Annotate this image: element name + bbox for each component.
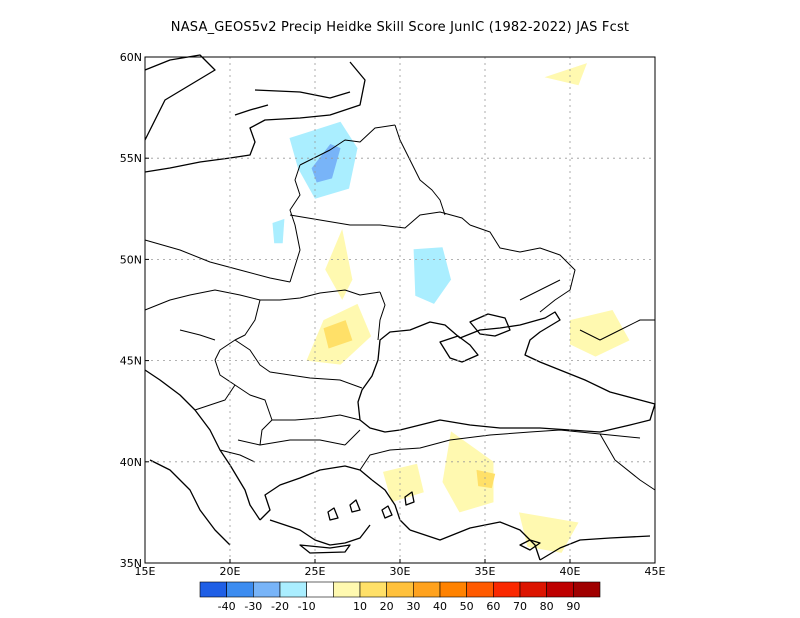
country-borders bbox=[144, 124, 656, 491]
colorbar-swatch bbox=[546, 581, 574, 598]
colorbar-label: -30 bbox=[244, 600, 262, 613]
colorbar-label: 80 bbox=[540, 600, 554, 613]
colorbar-label: 20 bbox=[380, 600, 394, 613]
skill-region-10 bbox=[323, 320, 353, 349]
x-tick-label: 45E bbox=[645, 565, 666, 578]
colorbar-swatch bbox=[413, 581, 441, 598]
colorbar-swatch bbox=[333, 581, 361, 598]
colorbar-swatch bbox=[199, 581, 227, 598]
skill-region-16 bbox=[519, 512, 579, 553]
colorbar-label: -40 bbox=[218, 600, 236, 613]
y-tick-label: 55N bbox=[120, 152, 142, 165]
y-tick-label: 40N bbox=[120, 456, 142, 469]
y-tick-label: 35N bbox=[120, 557, 142, 570]
colorbar-label: 40 bbox=[433, 600, 447, 613]
skill-region-14 bbox=[383, 463, 424, 503]
colorbar-swatch bbox=[279, 581, 307, 598]
y-tick-label: 50N bbox=[120, 253, 142, 266]
colorbar-swatch bbox=[359, 581, 387, 598]
y-tick-label: 45N bbox=[120, 355, 142, 368]
colorbar-label: 90 bbox=[566, 600, 580, 613]
colorbar-swatch bbox=[519, 581, 547, 598]
colorbar-label: -20 bbox=[271, 600, 289, 613]
colorbar-legend: -40 -30 -20 -10 10 20 30 40 50 60 70 80 90 bbox=[199, 581, 601, 613]
skill-region-11 bbox=[325, 229, 353, 300]
lat-lon-grid bbox=[145, 57, 655, 563]
skill-region-1 bbox=[311, 144, 341, 183]
black-sea-coast bbox=[357, 311, 656, 433]
x-tick-label: 40E bbox=[560, 565, 581, 578]
skill-score-shading bbox=[196, 63, 630, 553]
colorbar-label: 30 bbox=[406, 600, 420, 613]
colorbar-label: 60 bbox=[486, 600, 500, 613]
skill-region-17 bbox=[544, 63, 587, 86]
colorbar-label: 10 bbox=[353, 600, 367, 613]
map-title: NASA_GEOS5v2 Precip Heidke Skill Score J… bbox=[170, 20, 630, 35]
skill-region-6 bbox=[490, 158, 587, 240]
x-tick-label: 20E bbox=[220, 565, 241, 578]
colorbar-swatch bbox=[439, 581, 467, 598]
skill-region-7 bbox=[549, 148, 579, 167]
y-tick-label: 60N bbox=[120, 51, 142, 64]
colorbar-swatch bbox=[493, 581, 521, 598]
colorbar-label: 70 bbox=[513, 600, 527, 613]
colorbar-swatch bbox=[466, 581, 494, 598]
x-tick-label: 30E bbox=[390, 565, 411, 578]
x-tick-label: 25E bbox=[305, 565, 326, 578]
skill-region-12 bbox=[570, 310, 630, 357]
colorbar-swatch bbox=[386, 581, 414, 598]
coastlines bbox=[144, 54, 656, 561]
colorbar-swatch bbox=[306, 581, 334, 598]
skill-region-5 bbox=[413, 247, 451, 304]
colorbar-swatch bbox=[573, 581, 601, 598]
skill-region-8 bbox=[196, 65, 247, 82]
colorbar-label: -10 bbox=[298, 600, 316, 613]
skill-region-13 bbox=[442, 431, 494, 513]
colorbar-swatch bbox=[253, 581, 281, 598]
skill-region-2 bbox=[238, 198, 290, 260]
skill-region-15 bbox=[476, 469, 496, 489]
x-tick-label: 15E bbox=[135, 565, 156, 578]
skill-region-3 bbox=[272, 218, 285, 244]
axis-tick-labels: 15E 20E 25E 30E 35E 40E 45E 35N 40N 45N 50N 55N 60N bbox=[120, 51, 666, 578]
colorbar-label: 50 bbox=[460, 600, 474, 613]
x-tick-label: 35E bbox=[475, 565, 496, 578]
colorbar-swatch bbox=[226, 581, 254, 598]
